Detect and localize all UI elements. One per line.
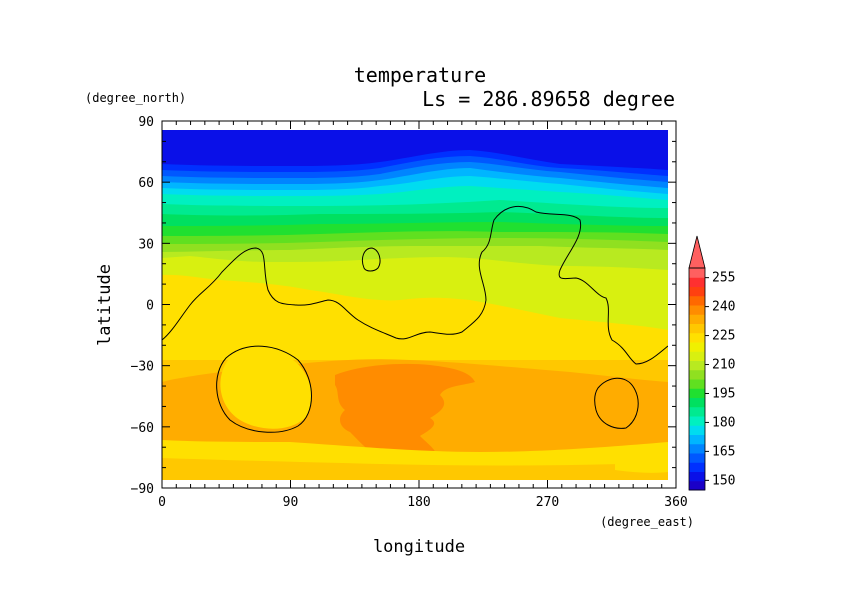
y-tick-label: 90: [138, 115, 154, 130]
colorbar-extend-max: [688, 235, 706, 269]
contour-crater-west: [216, 345, 312, 433]
colorbar-swatch: [689, 314, 705, 324]
colorbar-frame: [688, 267, 706, 491]
y-tick-label: 0: [146, 299, 154, 314]
contour-main: [162, 205, 668, 365]
colorbar-swatch: [689, 295, 705, 306]
colorbar-swatch: [689, 416, 705, 426]
colorbar-swatch: [689, 332, 705, 343]
y-tick-label: 30: [138, 237, 154, 252]
y-unit-label: (degree_north): [85, 91, 186, 105]
contour-island: [361, 247, 381, 272]
colorbar-tick-label: 180: [712, 415, 735, 430]
topography-contours: [162, 205, 668, 433]
axes-ticks: 0 90 180 270 360 90 60 30 0 −30 −60 −90: [131, 115, 688, 510]
colorbar-swatch: [689, 397, 705, 408]
colorbar-swatch: [689, 388, 705, 398]
colorbar-swatch: [689, 360, 705, 371]
x-axis-label: longitude: [373, 537, 465, 557]
colorbar-tick-label: 240: [712, 300, 735, 315]
colorbar: 150 165 180 195 210 225 240 255: [688, 235, 735, 491]
warm-core-orange: [335, 363, 475, 461]
y-tick-label: 60: [138, 176, 154, 191]
colorbar-swatch: [689, 425, 705, 435]
band-polar: [162, 130, 668, 170]
y-tick-label: −30: [131, 360, 154, 375]
colorbar-swatch: [689, 453, 705, 463]
colorbar-tick-label: 195: [712, 386, 735, 401]
colorbar-tick-label: 165: [712, 444, 735, 459]
colorbar-swatch: [689, 471, 705, 482]
colorbar-swatch: [689, 305, 705, 315]
colorbar-tick-label: 255: [712, 271, 735, 286]
x-tick-label: 270: [536, 495, 559, 510]
colorbar-swatch: [689, 434, 705, 445]
colorbar-tick-label: 225: [712, 329, 735, 344]
colorbar-tick-label: 150: [712, 473, 735, 488]
y-tick-label: −90: [131, 482, 154, 497]
colorbar-swatch: [689, 406, 705, 417]
colorbar-swatch: [689, 379, 705, 389]
x-tick-label: 360: [664, 495, 687, 510]
y-tick-label: −60: [131, 421, 154, 436]
chart-subtitle: Ls = 286.89658 degree: [422, 87, 675, 111]
colorbar-swatch: [689, 268, 705, 278]
crater-west-fill: [220, 350, 312, 429]
y-axis-label: latitude: [95, 264, 115, 346]
colorbar-swatch: [689, 277, 705, 287]
contour-crater-east: [594, 377, 639, 429]
x-unit-label: (degree_east): [600, 515, 694, 529]
temperature-field: [162, 130, 668, 480]
small-yellow-patch: [615, 447, 668, 473]
colorbar-swatch: [689, 342, 705, 352]
colorbar-swatch: [689, 369, 705, 380]
colorbar-swatch: [689, 443, 705, 454]
colorbar-swatch: [689, 286, 705, 297]
colorbar-swatch: [689, 323, 705, 334]
x-tick-label: 180: [407, 495, 430, 510]
colorbar-tick-label: 210: [712, 358, 735, 373]
x-tick-label: 90: [283, 495, 299, 510]
colorbar-swatch: [689, 462, 705, 472]
cool-polar-south-inner: [162, 458, 668, 480]
colorbar-swatch: [689, 351, 705, 361]
x-tick-label: 0: [158, 495, 166, 510]
colorbar-swatch: [689, 480, 705, 491]
chart-title: temperature: [354, 63, 486, 87]
